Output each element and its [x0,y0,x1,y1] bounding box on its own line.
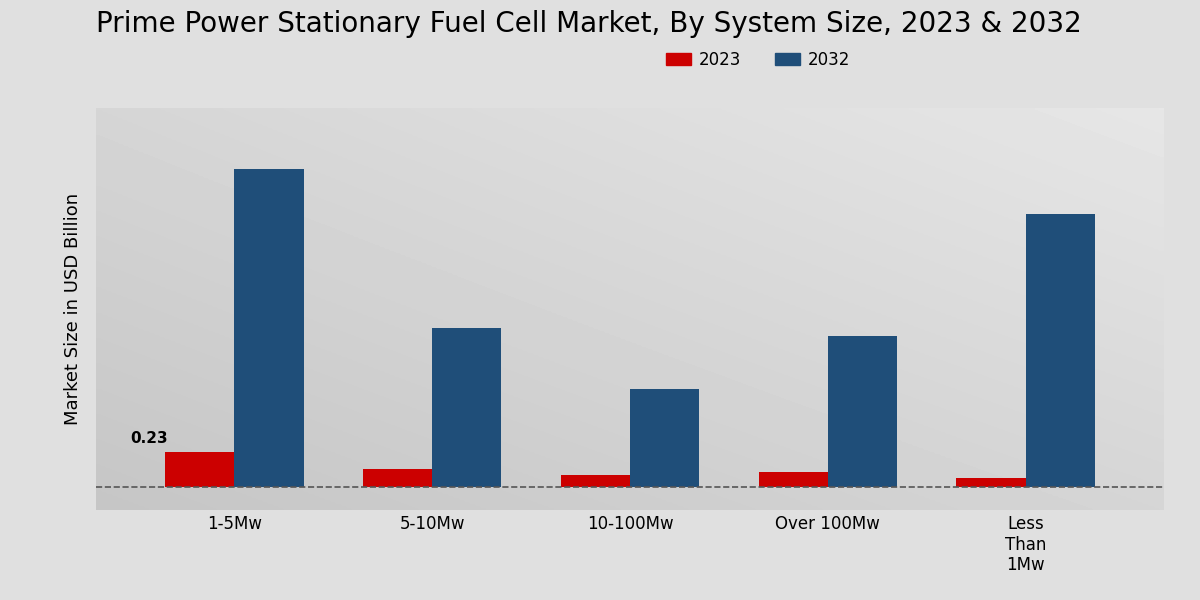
Bar [234,169,304,487]
Text: 0.23: 0.23 [131,431,168,446]
Text: Prime Power Stationary Fuel Cell Market, By System Size, 2023 & 2032: Prime Power Stationary Fuel Cell Market,… [96,10,1081,38]
Bar [364,469,432,487]
Bar [630,389,700,487]
Bar [956,478,1026,487]
Bar [828,335,898,487]
Bar [560,475,630,487]
Bar [432,328,502,487]
Bar [1026,214,1094,487]
Legend: 2023, 2032: 2023, 2032 [659,44,857,76]
Bar [758,472,828,487]
Y-axis label: Market Size in USD Billion: Market Size in USD Billion [64,193,82,425]
Bar [166,452,234,487]
